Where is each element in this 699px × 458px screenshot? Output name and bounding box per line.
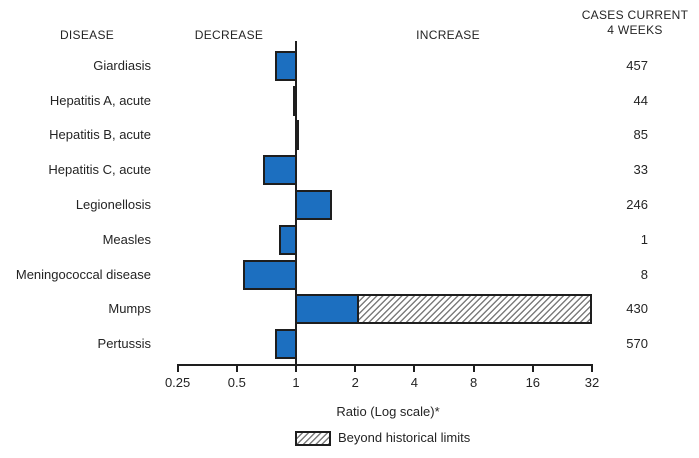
disease-label: Legionellosis <box>75 197 151 212</box>
bar-increase-solid <box>294 294 360 324</box>
cases-value: 33 <box>633 162 648 177</box>
beyond-historical-limits-swatch <box>295 431 331 446</box>
cases-value: 85 <box>633 127 648 142</box>
column-header-disease: DISEASE <box>59 28 115 42</box>
axis-tick <box>176 364 179 372</box>
axis-tick <box>354 364 357 372</box>
bar-decrease <box>274 51 298 81</box>
axis-tick <box>235 364 238 372</box>
column-header-cases-current: CASES CURRENT 4 WEEKS <box>581 8 689 37</box>
bar-decrease <box>295 120 300 150</box>
cases-value: 246 <box>626 197 648 212</box>
axis-tick-label: 2 <box>351 375 359 390</box>
axis-tick-label: 4 <box>410 375 418 390</box>
column-header-decrease: DECREASE <box>194 28 264 42</box>
cases-value: 457 <box>626 58 648 73</box>
bar-decrease <box>292 86 298 116</box>
disease-label: Meningococcal disease <box>15 267 151 282</box>
x-axis-title: Ratio (Log scale)* <box>336 404 440 419</box>
axis-tick <box>295 364 297 372</box>
bar-decrease <box>279 225 298 255</box>
axis-tick <box>531 364 534 372</box>
column-header-increase: INCREASE <box>416 28 480 42</box>
disease-label: Hepatitis C, acute <box>48 162 151 177</box>
disease-label: Pertussis <box>97 336 151 351</box>
axis-tick <box>413 364 416 372</box>
disease-label: Mumps <box>108 301 151 316</box>
cases-value: 430 <box>626 301 648 316</box>
axis-tick <box>472 364 475 372</box>
cases-value: 1 <box>640 232 648 247</box>
axis-tick-label: 8 <box>469 375 478 390</box>
axis-tick-label: 0.25 <box>164 375 191 390</box>
axis-tick-label: 0.5 <box>227 375 246 390</box>
x-axis-line <box>176 364 593 366</box>
axis-tick <box>591 364 593 372</box>
beyond-historical-limits-label: Beyond historical limits <box>338 430 471 445</box>
disease-label: Hepatitis A, acute <box>49 93 151 108</box>
bar-beyond-historical-limits <box>357 294 592 324</box>
disease-label: Hepatitis B, acute <box>49 127 151 142</box>
cases-value: 44 <box>633 93 648 108</box>
cases-value: 8 <box>640 267 648 282</box>
bar-decrease <box>263 155 298 185</box>
bar-decrease <box>243 260 298 290</box>
bar-decrease <box>274 329 298 359</box>
cases-value: 570 <box>626 336 648 351</box>
axis-tick-label: 16 <box>525 375 541 390</box>
bar-increase <box>294 190 332 220</box>
axis-tick-label: 32 <box>584 375 600 390</box>
axis-tick-label: 1 <box>292 375 300 390</box>
disease-label: Measles <box>102 232 151 247</box>
disease-label: Giardiasis <box>93 58 151 73</box>
